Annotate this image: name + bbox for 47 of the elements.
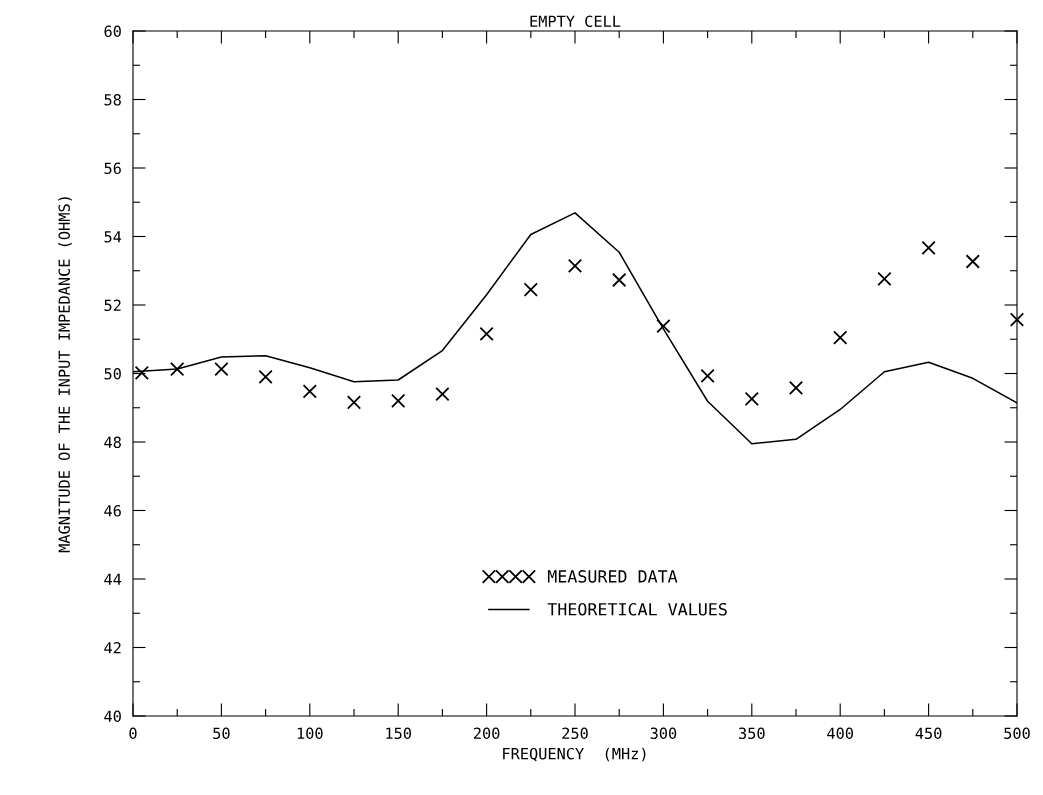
x-tick-label: 350 — [739, 727, 765, 740]
point — [258, 369, 273, 385]
x-tick-label: 150 — [386, 727, 412, 740]
x-tick-label: 400 — [827, 727, 854, 740]
point — [479, 326, 494, 341]
point — [877, 271, 892, 287]
y-tick-label: 54 — [104, 231, 122, 243]
point — [523, 282, 538, 297]
x-tick-label: 50 — [213, 727, 230, 740]
y-tick-label: 40 — [104, 710, 121, 723]
point — [214, 361, 229, 377]
point — [391, 393, 406, 409]
point — [921, 240, 936, 255]
x-tick-label: 500 — [1004, 727, 1030, 740]
point — [788, 380, 804, 396]
y-tick-label: 52 — [104, 299, 121, 312]
y-tick-label: 42 — [104, 642, 121, 654]
point — [1009, 312, 1025, 327]
point — [170, 361, 185, 377]
x-tick-label: 250 — [562, 727, 588, 740]
point — [656, 319, 671, 334]
y-tick-label: 58 — [104, 94, 121, 106]
point — [744, 391, 759, 406]
y-tick-label: 56 — [104, 162, 121, 175]
y-tick-label: 46 — [104, 505, 121, 517]
point — [302, 384, 317, 399]
x-tick-label: 100 — [297, 727, 323, 740]
legend-label: THEORETICAL VALUES — [547, 602, 727, 616]
legend-label: MEASURED DATA — [547, 570, 678, 583]
point — [567, 258, 583, 274]
point — [612, 272, 627, 288]
y-tick-label: 48 — [104, 436, 121, 449]
x-tick-label: 450 — [915, 727, 942, 740]
point — [833, 330, 848, 345]
chart-title: EMPTY CELL — [530, 15, 621, 28]
y-tick-label: 44 — [104, 573, 122, 585]
x-tick-label: 300 — [650, 727, 677, 740]
y-tick-label: 60 — [104, 25, 121, 38]
point — [965, 254, 980, 269]
point — [346, 395, 362, 410]
y-axis-title: MAGNITUDE OF THE INPUT IMPEDANCE (OHMS) — [58, 197, 72, 553]
point — [700, 368, 715, 384]
y-tick-label: 50 — [104, 368, 121, 380]
x-axis-title: FREQUENCY (MHz) — [503, 747, 646, 762]
x-tick-label: 200 — [473, 727, 500, 740]
x-tick-label: 0 — [129, 727, 137, 740]
point — [435, 386, 450, 402]
